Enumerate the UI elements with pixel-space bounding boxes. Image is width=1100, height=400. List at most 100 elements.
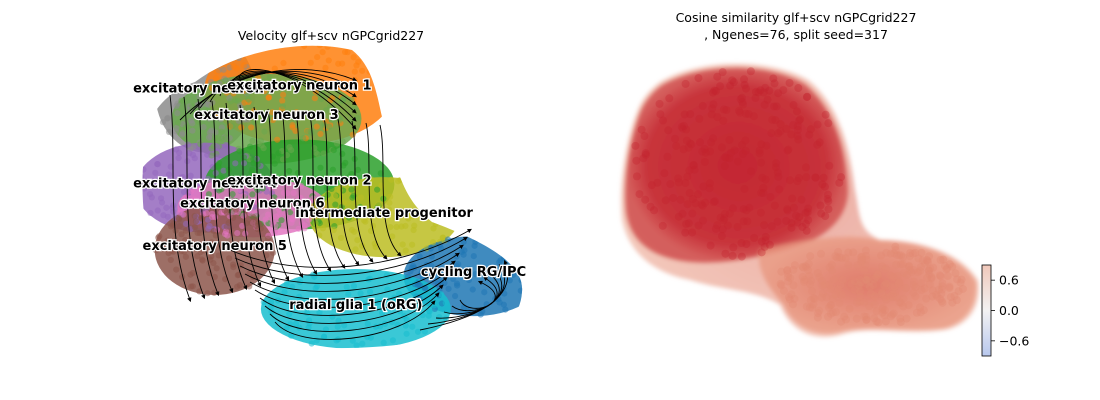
cell-point — [696, 138, 705, 147]
cell-point — [831, 308, 840, 317]
cell-point — [699, 182, 708, 191]
cell-point — [235, 117, 242, 124]
cell-point — [773, 168, 782, 177]
cell-point — [706, 241, 715, 250]
cell-point — [815, 138, 824, 147]
colorbar-tick-label: 0.6 — [999, 273, 1019, 288]
cell-point — [729, 78, 738, 87]
cell-point — [236, 148, 243, 155]
cell-point — [378, 309, 386, 316]
cell-point — [226, 255, 233, 262]
cell-point — [207, 256, 214, 263]
cell-point — [683, 200, 692, 209]
cell-point — [784, 293, 793, 302]
cell-point — [399, 241, 406, 248]
cell-point — [948, 262, 957, 271]
cell-point — [669, 193, 678, 202]
cell-point — [863, 272, 872, 281]
cell-point — [845, 304, 854, 313]
cell-point — [895, 251, 904, 260]
cell-point — [897, 298, 906, 307]
cell-point — [810, 294, 819, 303]
cell-point — [325, 57, 332, 64]
velocity-streamline — [351, 120, 374, 263]
cell-point — [517, 287, 523, 294]
cell-point — [321, 121, 328, 129]
cell-point — [912, 308, 921, 317]
cell-point — [882, 295, 891, 304]
cell-point — [835, 298, 844, 307]
cell-point — [389, 233, 396, 240]
cell-point — [410, 213, 417, 220]
cell-point — [270, 249, 277, 256]
cell-point — [907, 268, 916, 277]
cell-point — [926, 264, 935, 273]
cell-point — [802, 173, 811, 182]
cell-point — [333, 337, 340, 344]
cell-point — [936, 255, 945, 264]
cell-point — [802, 302, 811, 311]
velocity-streamline — [244, 252, 460, 292]
velocity-streamline — [274, 300, 436, 340]
cell-point — [711, 224, 720, 233]
cell-point — [688, 194, 697, 203]
cell-point — [286, 167, 293, 175]
cell-point — [861, 246, 870, 255]
cell-point — [191, 195, 198, 203]
cell-point — [212, 194, 220, 201]
cell-point — [349, 337, 356, 344]
cell-point — [899, 302, 908, 311]
cell-point — [878, 308, 887, 317]
cell-point — [925, 270, 934, 279]
cell-point — [849, 248, 858, 257]
cell-point — [182, 57, 189, 64]
cell-point — [733, 157, 742, 166]
cell-point — [889, 273, 898, 282]
cell-point — [805, 280, 814, 289]
cell-point — [191, 224, 198, 231]
cell-point — [679, 121, 688, 130]
cell-point — [213, 112, 220, 119]
cell-point — [449, 275, 457, 282]
cell-point — [784, 145, 793, 154]
cell-point — [261, 78, 268, 85]
cell-point — [163, 204, 170, 211]
cell-point — [789, 281, 798, 290]
cell-point — [181, 248, 188, 255]
cell-point — [357, 203, 364, 211]
cell-point — [792, 107, 801, 116]
cell-point — [725, 209, 734, 218]
cell-point — [189, 103, 196, 110]
cell-point — [250, 179, 257, 186]
cell-point — [697, 200, 706, 209]
cell-point — [899, 294, 908, 303]
cell-point — [834, 247, 843, 256]
cell-point — [739, 100, 748, 109]
cell-point — [353, 342, 360, 349]
cell-point — [790, 294, 799, 303]
cell-point — [368, 213, 375, 220]
cell-point — [913, 268, 922, 277]
cell-point — [666, 180, 675, 189]
cell-point — [693, 190, 702, 199]
cell-point — [745, 203, 754, 212]
cell-point — [460, 251, 467, 258]
cell-point — [177, 174, 184, 181]
cell-point — [351, 68, 358, 75]
cell-point — [154, 160, 161, 168]
cell-point — [850, 285, 859, 294]
cell-point — [222, 196, 230, 204]
cell-point — [925, 252, 934, 261]
cell-point — [248, 169, 255, 176]
cell-point — [275, 206, 283, 213]
cell-point — [772, 159, 781, 168]
cell-point — [185, 141, 192, 148]
cell-point — [709, 198, 718, 207]
cell-point — [901, 284, 910, 293]
cell-point — [438, 291, 445, 298]
cell-point — [157, 195, 165, 202]
cell-point — [816, 201, 825, 210]
cell-point — [187, 172, 194, 179]
cell-point — [159, 119, 167, 126]
